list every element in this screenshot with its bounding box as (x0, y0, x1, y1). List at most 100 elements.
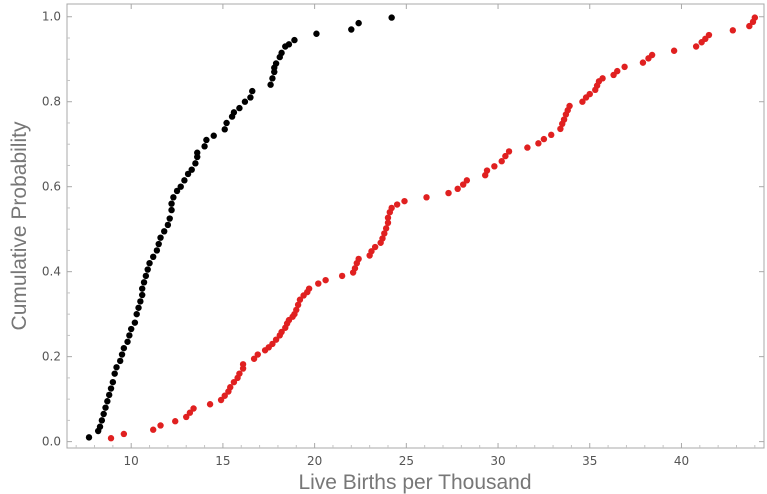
data-point (168, 206, 175, 214)
data-point (194, 149, 201, 156)
data-point (502, 152, 509, 160)
data-point (540, 135, 548, 143)
data-point (96, 423, 104, 430)
data-point (305, 285, 313, 292)
data-point (120, 344, 128, 352)
data-point (206, 401, 214, 408)
data-point (102, 404, 109, 411)
y-axis-title: Cumulative Probability (8, 121, 31, 330)
y-tick-label: 0.4 (42, 265, 61, 279)
data-point (139, 285, 146, 292)
data-point (267, 81, 274, 88)
data-point (371, 243, 379, 251)
data-point (293, 306, 300, 314)
data-point (230, 109, 238, 116)
data-point (109, 378, 117, 386)
y-tick-label: 1.0 (42, 10, 61, 24)
data-point (692, 43, 700, 50)
data-points (85, 14, 759, 442)
data-point (294, 301, 302, 309)
data-point (524, 144, 531, 151)
data-point (173, 187, 181, 195)
data-point (278, 49, 285, 57)
y-tick-label: 0.6 (42, 180, 61, 194)
data-point (423, 194, 430, 201)
data-point (131, 319, 139, 326)
data-point (291, 36, 298, 44)
data-point (599, 75, 606, 82)
data-point (250, 355, 258, 362)
data-point (648, 51, 656, 59)
data-point (621, 63, 628, 71)
data-point (313, 30, 320, 37)
x-tick-label: 15 (215, 454, 230, 468)
data-point (278, 328, 285, 336)
data-point (247, 94, 254, 101)
data-point (221, 126, 228, 133)
data-point (170, 194, 177, 201)
data-point (272, 336, 280, 343)
data-point (146, 259, 153, 267)
data-point (107, 385, 115, 392)
data-point (113, 364, 120, 371)
data-point (239, 361, 247, 368)
data-point (188, 166, 195, 173)
data-point (201, 143, 208, 150)
data-point (401, 197, 408, 205)
data-point (107, 435, 115, 442)
data-point (557, 125, 564, 133)
data-point (586, 90, 593, 98)
data-point (144, 266, 151, 273)
data-point (133, 310, 140, 318)
data-point (351, 265, 359, 272)
series-black (85, 14, 395, 441)
data-point (118, 351, 126, 358)
data-point (579, 98, 586, 105)
data-point (210, 132, 217, 139)
data-point (388, 204, 395, 212)
data-point (272, 60, 280, 67)
data-point (157, 234, 164, 241)
data-point (459, 181, 467, 188)
data-point (463, 177, 471, 184)
data-point (155, 240, 162, 248)
data-point (217, 396, 225, 404)
data-point (181, 177, 188, 184)
data-point (498, 158, 505, 165)
data-point (614, 67, 621, 75)
data-point (135, 304, 142, 311)
y-tick-label: 0.2 (42, 350, 61, 364)
data-point (221, 392, 228, 399)
y-tick-label: 0.0 (42, 435, 61, 449)
data-point (560, 116, 568, 123)
data-point (168, 200, 175, 207)
series-red (107, 14, 759, 442)
data-point (142, 272, 150, 280)
data-point (124, 338, 131, 345)
x-tick-label: 20 (307, 454, 322, 468)
data-point (379, 235, 386, 242)
data-point (381, 230, 388, 237)
data-point (98, 417, 106, 424)
data-point (566, 102, 573, 110)
data-point (100, 410, 107, 418)
data-point (190, 405, 197, 412)
x-tick-label: 30 (490, 454, 505, 468)
data-point (393, 201, 401, 208)
y-axis-ticks: 0.0 0.2 0.4 0.6 0.8 1.0 (42, 10, 764, 449)
data-point (729, 27, 737, 34)
data-point (241, 98, 249, 105)
data-point (186, 409, 194, 416)
data-point (166, 215, 173, 222)
data-point (111, 370, 118, 377)
data-point (368, 248, 375, 255)
data-point (296, 296, 304, 303)
data-point (203, 136, 210, 144)
data-point (388, 14, 395, 21)
data-point (315, 280, 322, 287)
data-point (338, 272, 346, 280)
data-point (445, 189, 452, 197)
data-point (150, 253, 157, 260)
data-point (139, 291, 146, 299)
data-point (128, 325, 135, 333)
